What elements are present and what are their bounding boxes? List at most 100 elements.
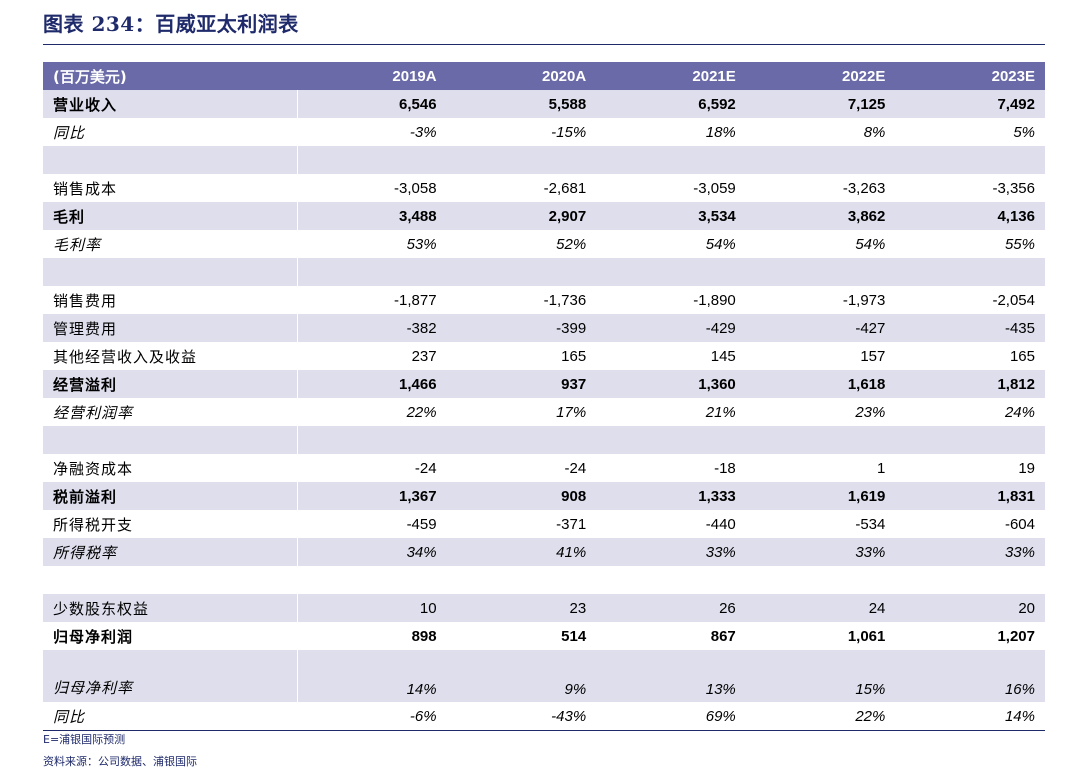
row-label: 归母净利率 <box>43 650 297 702</box>
table-row: 归母净利率 14% 9% 13% 15% 16% <box>43 650 1045 702</box>
value-cell: 1,466 <box>296 370 447 398</box>
value-cell: 8% <box>863 123 886 141</box>
value-cell: 22% <box>296 398 447 426</box>
value-cell: -15% <box>551 123 587 141</box>
value-cell <box>447 566 597 594</box>
value-cell: -399 <box>446 314 597 342</box>
row-label: 所得税率 <box>43 538 297 566</box>
value-cell: -459 <box>296 510 447 538</box>
value-cell: 17% <box>556 403 587 421</box>
value-cell: 23 <box>446 594 597 622</box>
value-cell: 33% <box>596 538 746 566</box>
row-label: 同比 <box>43 702 297 731</box>
row-label: 经营溢利 <box>43 370 297 398</box>
row-label: 同比 <box>53 123 86 142</box>
value-cell <box>596 146 746 174</box>
value-cell: -2,054 <box>992 291 1035 309</box>
value-cell: -604 <box>1004 515 1035 533</box>
value-cell: 1 <box>877 459 886 477</box>
value-cell: 33% <box>895 538 1045 566</box>
value-cell: 237 <box>296 342 447 370</box>
row-label: 营业收入 <box>43 90 297 118</box>
value-cell: -382 <box>296 314 447 342</box>
value-cell: 54% <box>705 235 736 253</box>
row-label <box>43 258 297 286</box>
value-cell: 10 <box>296 594 447 622</box>
table-row: 所得税率 34% 41% 33% 33% 33% <box>43 538 1045 566</box>
value-cell: 1,831 <box>895 482 1045 510</box>
value-cell <box>446 146 597 174</box>
value-cell <box>446 426 597 454</box>
value-cell: 14% <box>895 702 1045 731</box>
table-row: 经营溢利 1,466 937 1,360 1,618 1,812 <box>43 370 1045 398</box>
value-cell: 3,488 <box>296 202 447 230</box>
value-cell: 6,546 <box>296 90 447 118</box>
row-label: 净融资成本 <box>53 459 134 478</box>
row-label <box>43 146 297 174</box>
row-label: 毛利 <box>43 202 297 230</box>
table-row: 净融资成本 -24 -24 -18 1 19 <box>43 454 1045 482</box>
value-cell: -427 <box>745 314 896 342</box>
value-cell: -3,263 <box>842 179 886 197</box>
value-cell: 157 <box>860 347 886 365</box>
value-cell: 5,588 <box>446 90 597 118</box>
value-cell <box>745 426 896 454</box>
table-row: 毛利 3,488 2,907 3,534 3,862 4,136 <box>43 202 1045 230</box>
value-cell: -43% <box>446 702 597 731</box>
value-cell: 69% <box>596 702 746 731</box>
value-cell: 165 <box>561 347 587 365</box>
table-header-row: (百万美元) 2019A 2020A 2021E 2022E 2023E <box>43 62 1045 90</box>
table-row: 其他经营收入及收益 237 165 145 157 165 <box>43 342 1045 370</box>
table-row <box>43 426 1045 454</box>
value-cell: 20 <box>895 594 1045 622</box>
value-cell: 867 <box>710 627 736 645</box>
value-cell <box>596 258 746 286</box>
value-cell: 1,619 <box>745 482 896 510</box>
value-cell: 1,333 <box>596 482 746 510</box>
value-cell: -1,877 <box>296 286 447 314</box>
value-cell: -1,890 <box>693 291 736 309</box>
value-cell: 21% <box>705 403 736 421</box>
row-label: 销售费用 <box>53 291 118 310</box>
value-cell: 1,207 <box>997 627 1035 645</box>
value-cell: 5% <box>1013 123 1035 141</box>
value-cell: -18 <box>714 459 736 477</box>
value-cell <box>746 566 896 594</box>
value-cell <box>296 146 447 174</box>
value-cell: 6,592 <box>596 90 746 118</box>
row-label: 毛利率 <box>53 235 102 254</box>
value-cell: 24% <box>1004 403 1035 421</box>
value-cell: -24 <box>564 459 587 477</box>
value-cell: -2,681 <box>543 179 587 197</box>
value-cell: 3,534 <box>596 202 746 230</box>
value-cell: 9% <box>446 650 597 702</box>
value-cell: 52% <box>556 235 587 253</box>
value-cell: 7,492 <box>895 90 1045 118</box>
value-cell: 145 <box>710 347 736 365</box>
value-cell <box>446 258 597 286</box>
value-cell: 23% <box>855 403 886 421</box>
value-cell <box>895 258 1045 286</box>
year-header: 2023E <box>895 62 1045 90</box>
value-cell: 15% <box>745 650 896 702</box>
value-cell <box>596 426 746 454</box>
value-cell: 1,812 <box>895 370 1045 398</box>
value-cell: 1,061 <box>847 627 886 645</box>
table-row: 销售费用 -1,877 -1,736 -1,890 -1,973 -2,054 <box>43 286 1045 314</box>
value-cell: -3,058 <box>296 174 447 202</box>
value-cell: -24 <box>296 454 447 482</box>
row-label: 经营利润率 <box>53 403 134 422</box>
footnote-source: 资料来源：公司数据、浦银国际 <box>43 755 197 768</box>
row-label <box>43 426 297 454</box>
value-cell <box>745 258 896 286</box>
value-cell: 16% <box>895 650 1045 702</box>
value-cell: -435 <box>895 314 1045 342</box>
value-cell: 33% <box>745 538 896 566</box>
value-cell: 3,862 <box>745 202 896 230</box>
row-label: 少数股东权益 <box>43 594 297 622</box>
title-divider <box>43 44 1045 45</box>
value-cell <box>895 146 1045 174</box>
value-cell: -534 <box>855 515 886 533</box>
value-cell: 4,136 <box>895 202 1045 230</box>
value-cell: -1,736 <box>543 291 587 309</box>
